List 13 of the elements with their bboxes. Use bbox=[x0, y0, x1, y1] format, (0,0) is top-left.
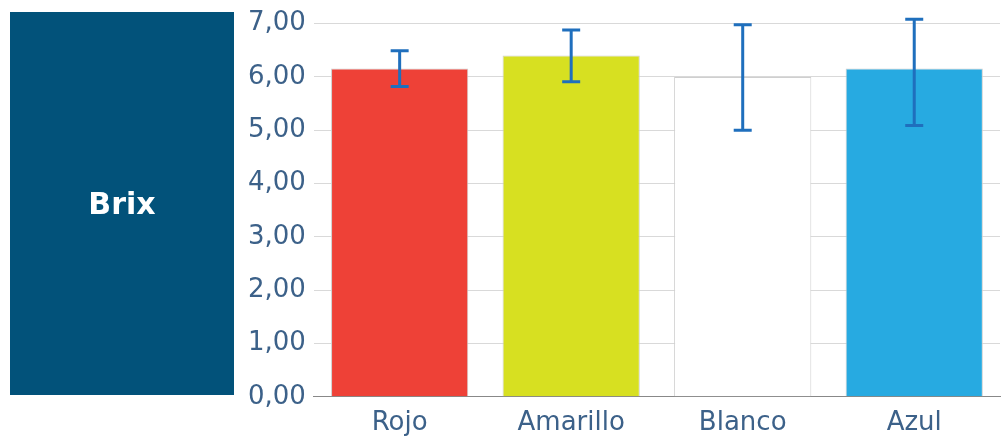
y-tick-label: 4,00 bbox=[248, 166, 306, 197]
x-tick-label: Rojo bbox=[371, 406, 428, 437]
x-tick-label: Amarillo bbox=[517, 406, 625, 437]
text: Brix bbox=[10, 12, 234, 395]
y-tick-label: 0,00 bbox=[248, 379, 306, 410]
x-tick-label: Blanco bbox=[698, 406, 787, 437]
y-tick-label: 2,00 bbox=[248, 272, 306, 303]
y-tick-label: 5,00 bbox=[248, 112, 306, 143]
y-tick-label: 1,00 bbox=[248, 326, 306, 357]
x-tick-label: Azul bbox=[886, 406, 942, 437]
y-tick-label: 6,00 bbox=[248, 59, 306, 90]
y-tick-label: 7,00 bbox=[248, 6, 306, 37]
y-tick-label: 3,00 bbox=[248, 219, 306, 250]
